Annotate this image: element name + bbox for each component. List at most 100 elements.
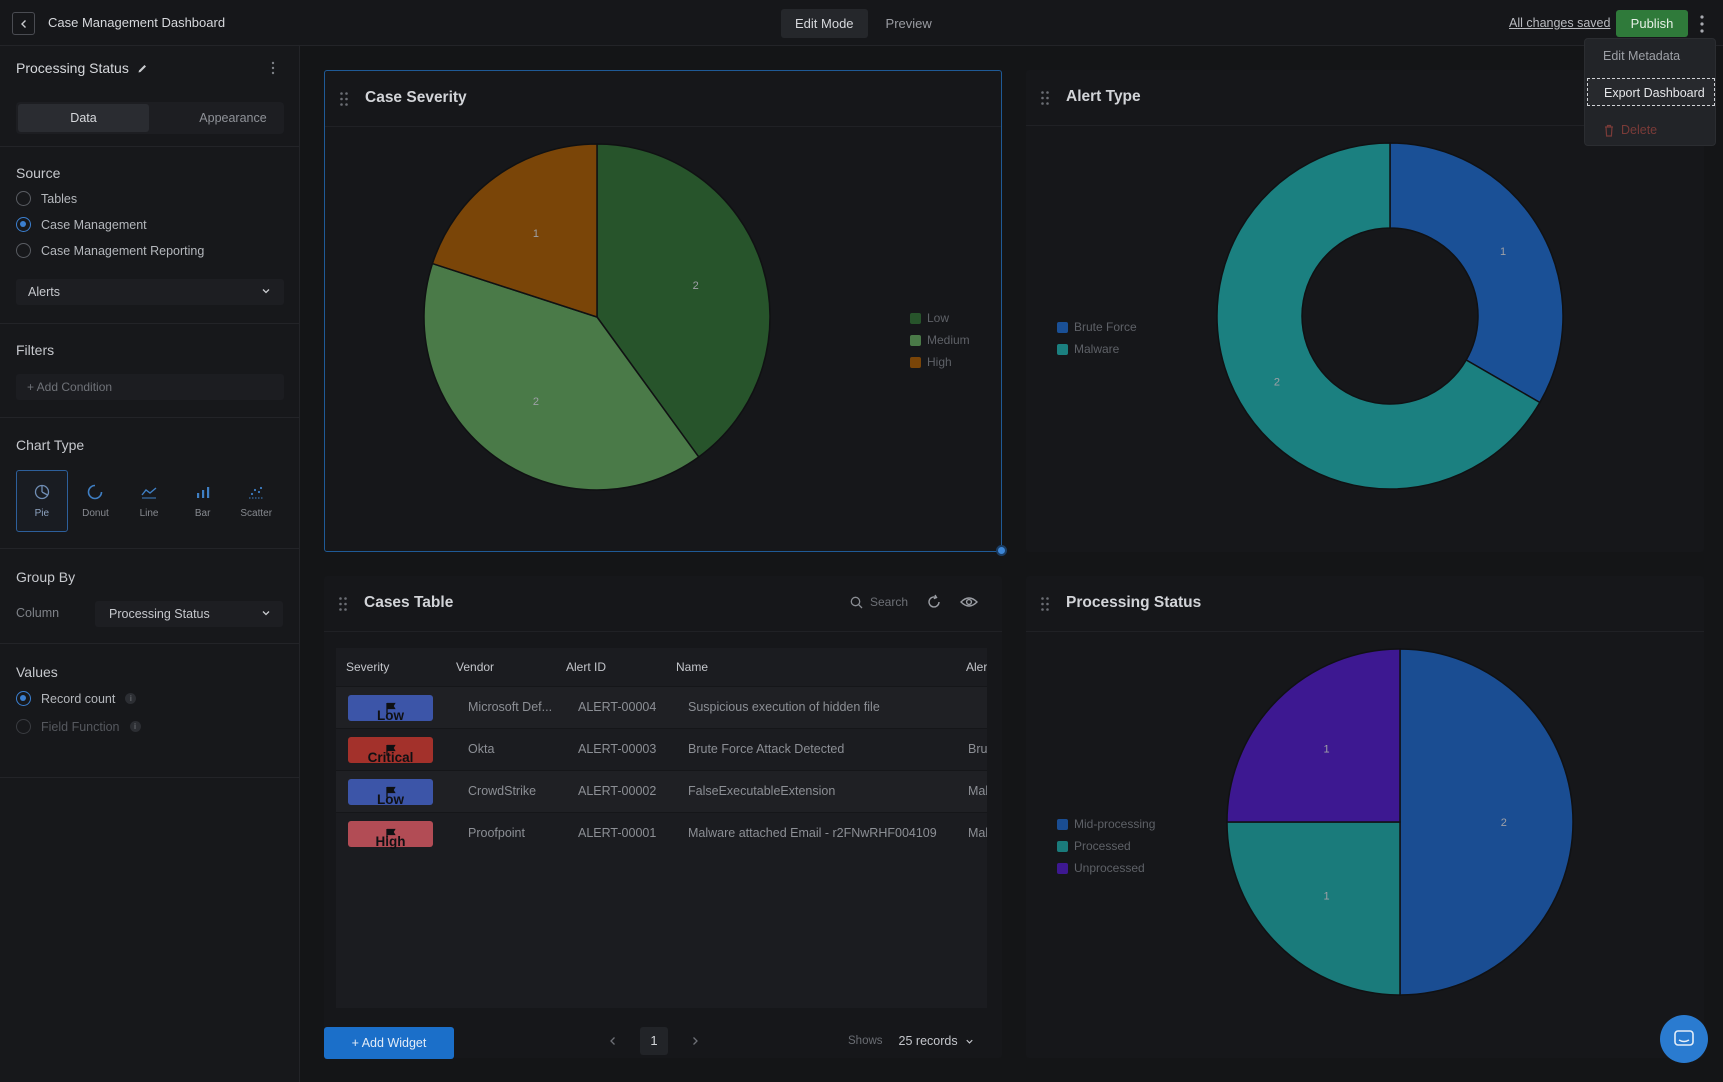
pie-slice-medium[interactable]	[423, 262, 700, 491]
radio-button-selected[interactable]	[16, 217, 31, 232]
slice-value-label: 1	[1500, 246, 1506, 258]
source-option-case-management[interactable]: Case Management	[16, 217, 147, 232]
chart-type-bar[interactable]: Bar	[177, 470, 229, 532]
pie-slice-processed[interactable]	[1226, 821, 1401, 996]
chart-type-selector: Pie Donut Line Bar Scatter	[16, 470, 284, 532]
widget-header: Case Severity	[325, 71, 1001, 127]
pie-slice-high[interactable]	[431, 143, 598, 319]
table-row[interactable]: Low Microsoft Def... ALERT-00004 Suspici…	[336, 686, 987, 728]
edit-mode-button[interactable]: Edit Mode	[781, 9, 868, 38]
flag-icon	[385, 786, 396, 798]
processing-status-widget[interactable]: Processing Status 2 1 1 Mid-processing Pro…	[1026, 576, 1704, 1058]
pie-slice-low[interactable]	[596, 143, 771, 459]
column-header-severity[interactable]: Severity	[346, 660, 390, 674]
chevron-left-icon[interactable]	[608, 1036, 618, 1046]
alert-type-legend: Brute Force Malware	[1057, 316, 1137, 360]
more-options-icon[interactable]	[1695, 12, 1709, 36]
table-search[interactable]: Search	[850, 595, 908, 609]
menu-item-export-dashboard[interactable]: Export Dashboard	[1587, 78, 1715, 106]
pie-slice-mid-processing[interactable]	[1399, 648, 1574, 996]
drag-handle-icon[interactable]	[338, 596, 348, 612]
table-header: Severity Vendor Alert ID Name Alert	[336, 648, 987, 686]
tab-appearance[interactable]: Appearance	[199, 111, 267, 125]
chevron-down-icon	[262, 289, 270, 294]
chart-type-heading: Chart Type	[16, 437, 85, 453]
resize-handle[interactable]	[996, 545, 1007, 556]
value-option-record-count[interactable]: Record count i	[16, 691, 137, 706]
legend-swatch	[1057, 862, 1068, 874]
chart-type-line[interactable]: Line	[123, 470, 175, 532]
table-row[interactable]: High Proofpoint ALERT-00001 Malware atta…	[336, 812, 987, 854]
legend-item-low[interactable]: Low	[910, 307, 970, 329]
publish-button[interactable]: Publish	[1616, 10, 1688, 37]
vendor-cell: Okta	[468, 742, 495, 756]
eye-icon[interactable]	[960, 595, 978, 609]
legend-label: High	[927, 355, 952, 369]
value-option-field-function[interactable]: Field Function i	[16, 719, 141, 734]
vendor-cell: Proofpoint	[468, 826, 525, 840]
chart-type-label: Scatter	[240, 508, 273, 519]
source-option-case-management-reporting[interactable]: Case Management Reporting	[16, 243, 204, 258]
values-heading: Values	[16, 664, 58, 680]
legend-item-high[interactable]: High	[910, 351, 970, 373]
table-row[interactable]: Critical Okta ALERT-00003 Brute Force At…	[336, 728, 987, 770]
pencil-icon[interactable]	[137, 63, 148, 74]
legend-item-unprocessed[interactable]: Unprocessed	[1057, 857, 1155, 879]
legend-label: Brute Force	[1074, 320, 1137, 334]
preview-button[interactable]: Preview	[885, 16, 932, 31]
radio-button[interactable]	[16, 243, 31, 258]
info-icon: i	[125, 693, 137, 704]
back-button[interactable]	[12, 12, 35, 35]
refresh-icon[interactable]	[926, 594, 942, 610]
save-status-link[interactable]: All changes saved	[1509, 16, 1611, 30]
source-table-select[interactable]: Alerts	[16, 279, 284, 305]
table-row[interactable]: Low CrowdStrike ALERT-00002 FalseExecuta…	[336, 770, 987, 812]
chart-type-label: Pie	[34, 508, 50, 519]
panel-more-icon[interactable]	[268, 59, 278, 77]
case-severity-widget[interactable]: Case Severity 2 2 1 Low Medium High	[324, 70, 1002, 552]
legend-item-medium[interactable]: Medium	[910, 329, 970, 351]
add-widget-button[interactable]: + Add Widget	[324, 1027, 454, 1059]
radio-button[interactable]	[16, 191, 31, 206]
pie-slice-brute-force[interactable]	[1389, 142, 1564, 404]
legend-item-brute-force[interactable]: Brute Force	[1057, 316, 1137, 338]
legend-item-malware[interactable]: Malware	[1057, 338, 1137, 360]
radio-button[interactable]	[16, 719, 31, 734]
group-by-column-select[interactable]: Processing Status	[95, 601, 283, 627]
drag-handle-icon[interactable]	[1040, 596, 1050, 612]
legend-item-processed[interactable]: Processed	[1057, 835, 1155, 857]
page-number-current[interactable]: 1	[640, 1027, 668, 1055]
menu-item-edit-metadata[interactable]: Edit Metadata	[1603, 49, 1681, 63]
pie-slice-unprocessed[interactable]	[1226, 648, 1401, 823]
chat-icon	[1674, 1030, 1694, 1046]
widget-title: Alert Type	[1066, 88, 1141, 105]
drag-handle-icon[interactable]	[1040, 90, 1050, 106]
add-condition-button[interactable]: + Add Condition	[16, 374, 284, 400]
records-per-page-select[interactable]: 25 records	[899, 1034, 975, 1048]
drag-handle-icon[interactable]	[339, 91, 349, 107]
chat-button[interactable]	[1660, 1015, 1708, 1063]
chart-type-scatter[interactable]: Scatter	[230, 470, 282, 532]
chevron-right-icon[interactable]	[690, 1036, 700, 1046]
column-header-name[interactable]: Name	[676, 660, 709, 674]
records-per-page: Shows 25 records	[848, 1034, 975, 1048]
chevron-down-icon	[262, 611, 270, 616]
pie-slice-malware[interactable]	[1216, 142, 1541, 490]
widget-header: Alert Type	[1026, 70, 1704, 126]
chart-type-pie[interactable]: Pie	[16, 470, 68, 532]
chart-type-donut[interactable]: Donut	[70, 470, 122, 532]
donut-chart-icon	[88, 484, 103, 500]
pie-chart-icon	[34, 484, 49, 500]
name-cell: FalseExecutableExtension	[688, 784, 836, 798]
radio-button-selected[interactable]	[16, 691, 31, 706]
column-header-vendor[interactable]: Vendor	[456, 660, 495, 674]
panel-title: Processing Status	[16, 60, 129, 76]
legend-item-mid-processing[interactable]: Mid-processing	[1057, 813, 1155, 835]
column-header-alert-id[interactable]: Alert ID	[566, 660, 607, 674]
cases-table-widget[interactable]: Cases Table Search Severity Vendor Alert…	[324, 576, 1002, 1058]
source-option-tables[interactable]: Tables	[16, 191, 77, 206]
tab-data[interactable]: Data	[18, 104, 149, 132]
column-header-alert[interactable]: Alert	[966, 660, 987, 674]
menu-item-delete[interactable]: Delete	[1585, 116, 1717, 144]
